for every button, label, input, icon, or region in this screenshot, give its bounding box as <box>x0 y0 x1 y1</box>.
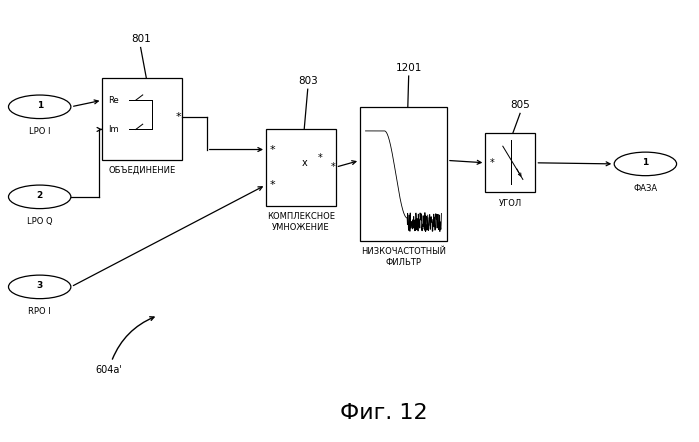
FancyBboxPatch shape <box>102 78 182 160</box>
Text: 1201: 1201 <box>396 62 422 72</box>
Text: *: * <box>270 180 275 190</box>
Text: 2: 2 <box>36 191 43 200</box>
Text: ОБЪЕДИНЕНИЕ: ОБЪЕДИНЕНИЕ <box>109 166 176 175</box>
Text: 1: 1 <box>36 101 43 110</box>
Text: x: x <box>301 158 307 168</box>
FancyBboxPatch shape <box>485 133 535 192</box>
Text: LPO Q: LPO Q <box>27 217 52 226</box>
Text: *: * <box>176 112 182 122</box>
Text: 3: 3 <box>36 281 43 290</box>
Text: *: * <box>331 162 336 172</box>
FancyBboxPatch shape <box>266 129 336 206</box>
Text: *: * <box>318 153 323 163</box>
Text: Фиг. 12: Фиг. 12 <box>340 403 428 423</box>
Text: 805: 805 <box>510 100 530 110</box>
Text: LPO I: LPO I <box>29 127 50 136</box>
Text: 803: 803 <box>298 76 317 86</box>
Text: 1: 1 <box>642 158 649 167</box>
Text: ФАЗА: ФАЗА <box>633 184 658 194</box>
Text: КОМПЛЕКСНОЕ
УМНОЖЕНИЕ: КОМПЛЕКСНОЕ УМНОЖЕНИЕ <box>267 212 335 232</box>
Text: Re: Re <box>108 95 119 105</box>
Text: *: * <box>489 158 494 168</box>
FancyBboxPatch shape <box>360 107 447 241</box>
Text: *: * <box>270 145 275 155</box>
Text: УГОЛ: УГОЛ <box>498 199 522 208</box>
Text: 604a': 604a' <box>95 317 154 374</box>
Text: RPO I: RPO I <box>28 308 51 316</box>
Text: НИЗКОЧАСТОТНЫЙ
ФИЛЬТР: НИЗКОЧАСТОТНЫЙ ФИЛЬТР <box>361 248 446 267</box>
Text: 801: 801 <box>131 34 150 44</box>
Text: Im: Im <box>108 125 119 134</box>
